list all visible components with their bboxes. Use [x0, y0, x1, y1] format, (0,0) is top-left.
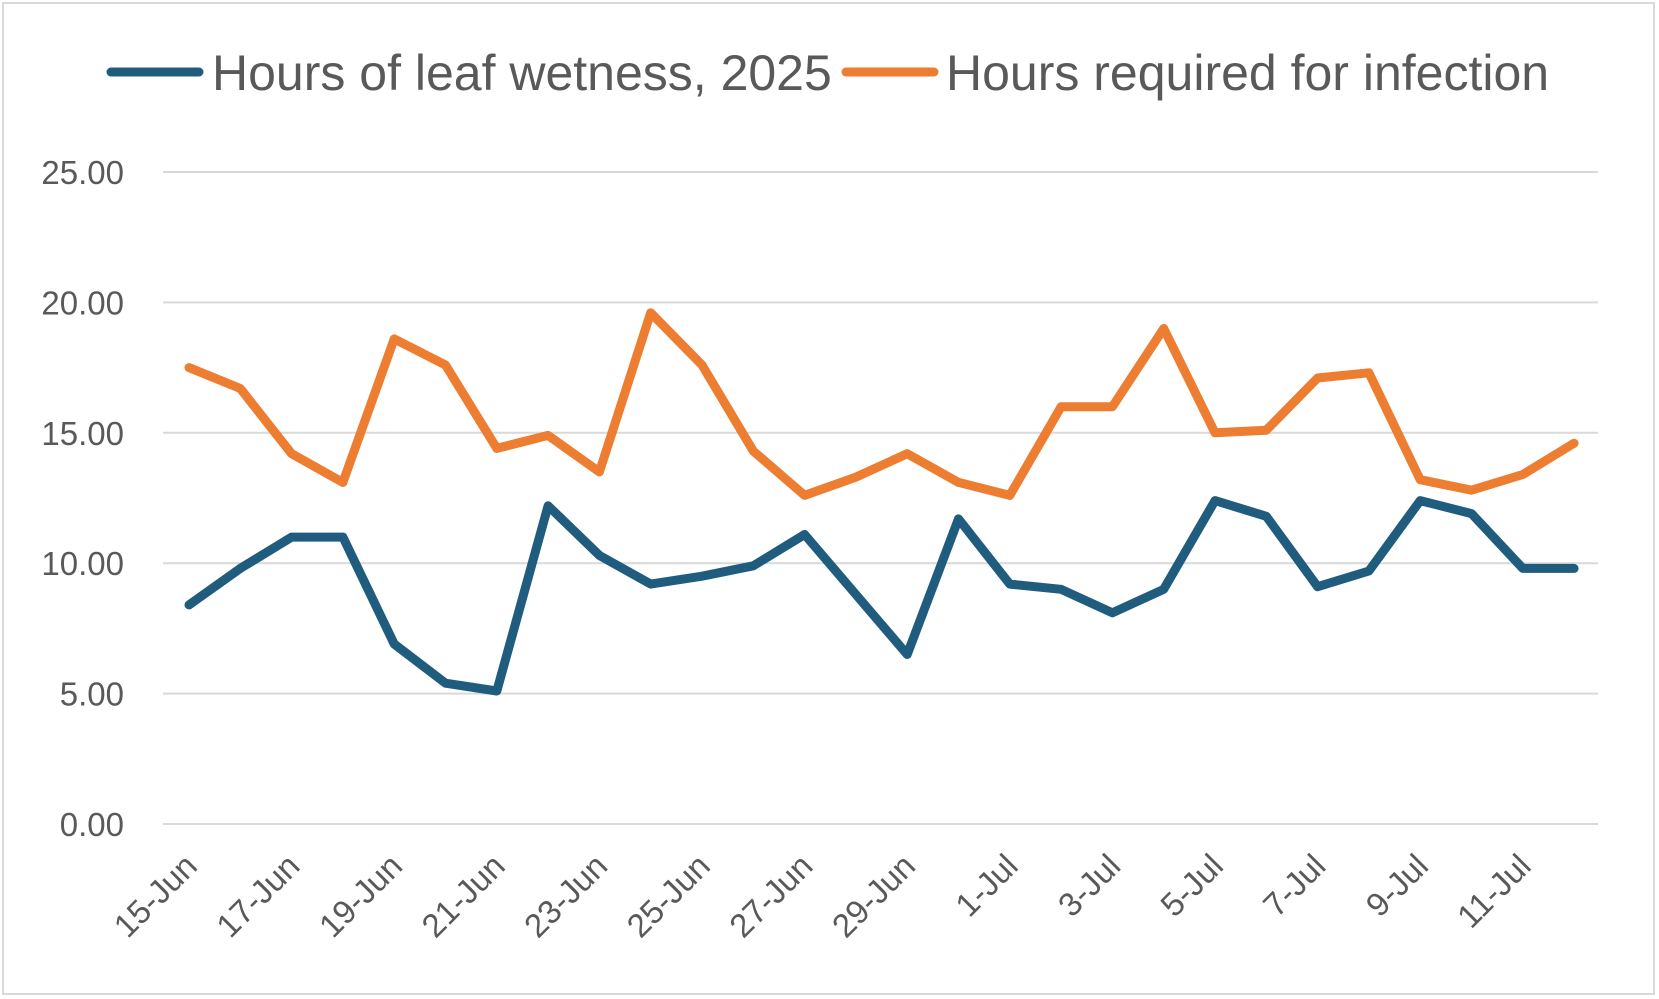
y-tick-label: 10.00 [41, 545, 124, 582]
y-tick-label: 25.00 [41, 154, 124, 191]
data-point [442, 361, 450, 369]
data-point [288, 450, 296, 458]
legend-label: Hours of leaf wetness, 2025 [212, 45, 832, 101]
series-lines [184, 308, 1579, 696]
data-point [1416, 476, 1424, 484]
data-point [1211, 429, 1219, 437]
y-axis-ticks: 0.00 5.00 10.00 15.00 20.00 25.00 [41, 154, 124, 843]
data-point [698, 361, 706, 369]
data-point [1006, 580, 1014, 588]
data-point [493, 444, 501, 452]
data-point [852, 590, 860, 598]
data-point [1570, 564, 1578, 572]
data-point [339, 478, 347, 486]
x-tick-label: 3-Jul [1051, 847, 1128, 924]
data-point [1519, 564, 1527, 572]
data-point [647, 309, 655, 317]
data-point [698, 572, 706, 580]
data-point [595, 551, 603, 559]
x-tick-label: 29-Jun [825, 847, 923, 945]
data-point [801, 491, 809, 499]
x-tick-label: 17-Jun [209, 847, 307, 945]
data-point [749, 447, 757, 455]
data-point [185, 364, 193, 372]
data-point [1108, 609, 1116, 617]
x-tick-label: 23-Jun [517, 847, 615, 945]
x-tick-label: 15-Jun [106, 847, 204, 945]
data-point [1262, 426, 1270, 434]
data-point [1365, 567, 1373, 575]
data-point [236, 564, 244, 572]
data-point [544, 431, 552, 439]
x-tick-label: 9-Jul [1358, 847, 1435, 924]
data-point [595, 468, 603, 476]
x-tick-label: 5-Jul [1153, 847, 1230, 924]
data-point [1108, 403, 1116, 411]
x-tick-label: 27-Jun [722, 847, 820, 945]
data-point [493, 687, 501, 695]
y-tick-label: 0.00 [60, 806, 124, 843]
data-point [903, 650, 911, 658]
data-point [903, 450, 911, 458]
data-point [1160, 585, 1168, 593]
y-tick-label: 15.00 [41, 415, 124, 452]
data-point [1365, 369, 1373, 377]
x-tick-label: 25-Jun [619, 847, 717, 945]
data-point [339, 533, 347, 541]
data-point [442, 679, 450, 687]
data-point [1211, 497, 1219, 505]
data-point [236, 384, 244, 392]
x-tick-label: 19-Jun [312, 847, 410, 945]
data-point [1314, 374, 1322, 382]
data-point [1519, 471, 1527, 479]
data-point [1468, 486, 1476, 494]
data-point [1262, 512, 1270, 520]
x-tick-label: 1-Jul [948, 847, 1025, 924]
data-point [1057, 585, 1065, 593]
data-point [544, 502, 552, 510]
x-tick-label: 7-Jul [1256, 847, 1333, 924]
data-point [801, 531, 809, 539]
y-tick-label: 20.00 [41, 284, 124, 321]
data-point [1160, 324, 1168, 332]
data-point [288, 533, 296, 541]
data-point [390, 335, 398, 343]
data-point [955, 515, 963, 523]
data-point [1314, 583, 1322, 591]
series-line-leaf-wetness [184, 496, 1579, 696]
data-point [1006, 491, 1014, 499]
x-axis-ticks: 15-Jun 17-Jun 19-Jun 21-Jun 23-Jun 25-Jun 27-J… [106, 847, 1537, 945]
x-tick-label: 11-Jul [1450, 847, 1538, 935]
data-point [647, 580, 655, 588]
legend: Hours of leaf wetness, 2025 Hours require… [106, 45, 1549, 101]
y-tick-label: 5.00 [60, 676, 124, 713]
data-point [1416, 497, 1424, 505]
data-point [1468, 510, 1476, 518]
data-point [390, 640, 398, 648]
series-line-infection-required [184, 308, 1579, 500]
data-point [185, 601, 193, 609]
legend-label: Hours required for infection [946, 45, 1549, 101]
gridlines [163, 171, 1598, 825]
data-point [749, 562, 757, 570]
data-point [955, 478, 963, 486]
data-point [1570, 439, 1578, 447]
x-tick-label: 21-Jun [414, 847, 512, 945]
data-point [1057, 403, 1065, 411]
data-point [852, 473, 860, 481]
